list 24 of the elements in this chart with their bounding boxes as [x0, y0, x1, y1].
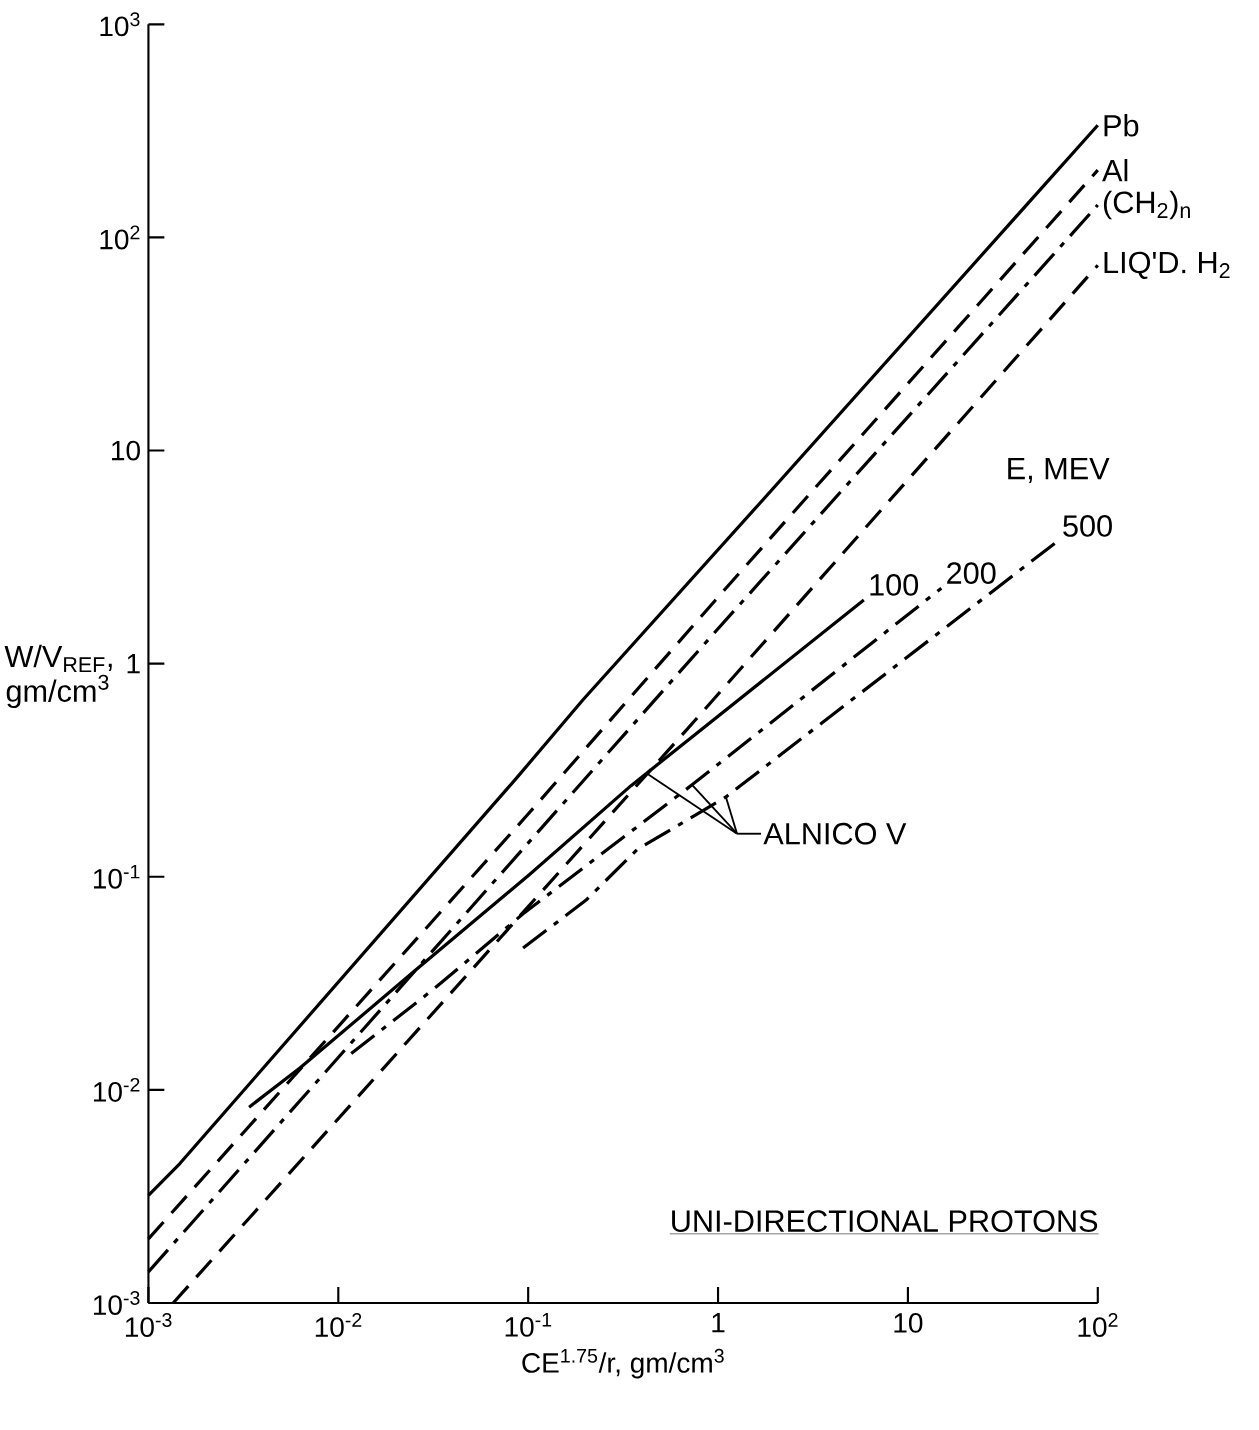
y-tick-label: 1 [127, 654, 140, 674]
y-tick-label: 10$^{2}$ [100, 225, 140, 250]
y-tick-label: 10$^{-3}$ [93, 1291, 140, 1315]
x-tick-label: 10$^{-1}$ [505, 1313, 551, 1337]
series-label: LIQ'D. H$_{2}$ [1104, 251, 1230, 279]
y-tick-label: 10 [111, 440, 140, 461]
series-label: Pb [1104, 114, 1139, 137]
series-label: 200 [946, 562, 996, 584]
y-tick-label: 10$^{-1}$ [93, 864, 140, 889]
y-tick-label: 10$^{3}$ [100, 12, 140, 37]
x-tick-label: 10$^{-2}$ [315, 1313, 362, 1338]
series-label: (CH$_{2}$)$_{n}$ [1103, 190, 1190, 220]
series-label: 500 [1062, 515, 1112, 537]
x-tick-label: 1 [712, 1313, 725, 1333]
annotation: UNI-DIRECTIONAL PROTONS [671, 1210, 1097, 1232]
y-tick-label: 10$^{-2}$ [93, 1077, 140, 1102]
annotation: ALNICO V [763, 822, 907, 845]
x-tick-label: 10$^{2}$ [1078, 1313, 1118, 1338]
series-label: Al [1101, 158, 1128, 182]
x-axis-title: CE$^{1.75}$/r, gm/cm$^{3}$ [522, 1348, 724, 1379]
annotation: E, MEV [1008, 458, 1110, 484]
x-tick-label: 10 [894, 1313, 923, 1333]
y-axis-title: W/V$_{REF}$, gm/cm$^{3}$ [4, 644, 112, 709]
series-label: 100 [870, 574, 918, 596]
